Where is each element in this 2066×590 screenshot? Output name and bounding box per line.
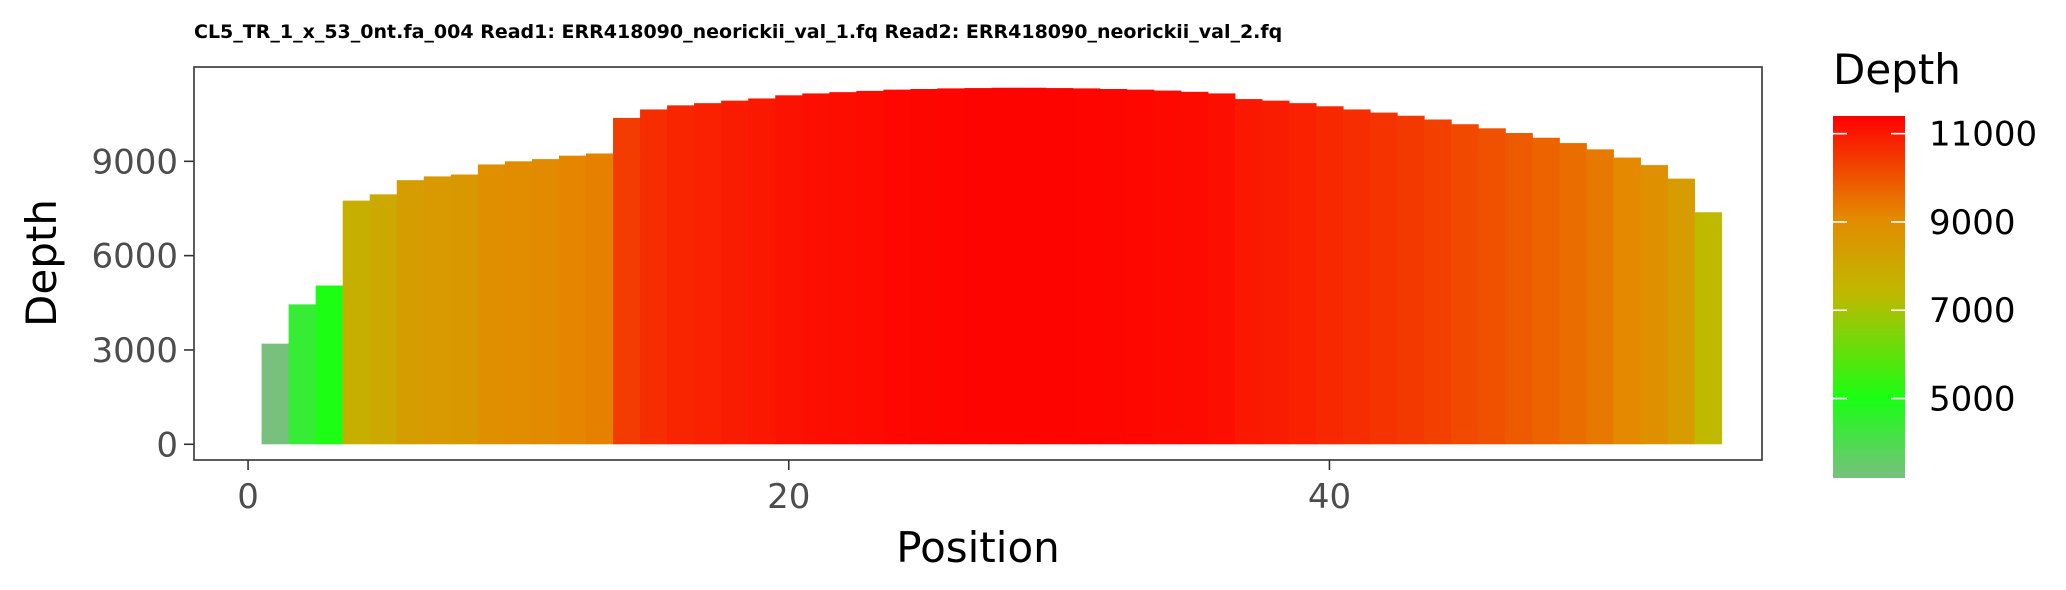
x-axis: 0 20 40 <box>237 460 1351 517</box>
bar <box>991 87 1020 445</box>
y-tick-label: 6000 <box>91 237 178 277</box>
bar <box>477 164 506 445</box>
bar <box>1640 165 1668 445</box>
legend-ticks: 5000 7000 9000 11000 <box>1833 115 2037 420</box>
bar <box>1505 133 1533 445</box>
legend-tick-label: 11000 <box>1929 115 2037 155</box>
bar <box>937 88 966 445</box>
bar <box>1667 178 1696 445</box>
bar <box>1613 157 1641 445</box>
x-axis-title: Position <box>896 523 1060 572</box>
bar <box>1370 112 1398 445</box>
bar <box>829 92 857 445</box>
bar <box>1207 93 1236 445</box>
y-tick-label: 3000 <box>91 331 178 371</box>
bar <box>1045 88 1074 445</box>
bar <box>261 343 290 445</box>
bar <box>288 304 317 445</box>
bar <box>1126 89 1155 445</box>
bar <box>694 103 722 445</box>
bar <box>802 93 830 445</box>
bar <box>1586 149 1614 445</box>
bar <box>613 117 641 445</box>
x-tick-label: 40 <box>1308 477 1351 517</box>
bar <box>910 89 939 445</box>
bar <box>1234 99 1263 445</box>
y-axis-title: Depth <box>17 199 66 327</box>
bar <box>1451 124 1479 445</box>
legend-tick-label: 9000 <box>1929 203 2016 243</box>
bar <box>369 194 398 445</box>
bar <box>1559 143 1587 445</box>
y-axis: 0 3000 6000 9000 <box>91 142 194 465</box>
bar <box>856 90 884 445</box>
bar <box>1694 212 1723 445</box>
legend-colorbar <box>1833 116 1905 478</box>
bar <box>640 109 668 445</box>
bar <box>748 98 776 445</box>
bar <box>342 200 371 445</box>
plot-area <box>261 87 1723 445</box>
bar <box>721 100 749 445</box>
bar <box>667 105 695 445</box>
legend-tick-label: 5000 <box>1929 380 2016 420</box>
bar <box>775 95 803 445</box>
bar <box>1153 90 1182 445</box>
bar <box>1099 89 1128 445</box>
bar <box>450 174 479 445</box>
x-tick-label: 20 <box>767 477 810 517</box>
bar <box>883 89 912 445</box>
y-tick-label: 0 <box>156 425 178 465</box>
bar <box>1424 119 1452 445</box>
legend-title: Depth <box>1833 45 1961 94</box>
legend-tick-label: 7000 <box>1929 291 2016 331</box>
bar <box>1478 128 1506 445</box>
bar <box>1532 137 1560 445</box>
bar <box>504 161 533 445</box>
x-tick-label: 0 <box>237 477 259 517</box>
bar <box>1288 103 1317 445</box>
bar <box>1315 106 1344 445</box>
bar <box>964 88 993 445</box>
bar <box>558 155 587 445</box>
bar <box>586 153 614 445</box>
plot-border <box>193 66 1763 461</box>
bar <box>1342 109 1371 445</box>
bar <box>1072 88 1101 445</box>
bar <box>315 285 344 445</box>
bar <box>1261 100 1290 445</box>
chart-title: CL5_TR_1_x_53_0nt.fa_004 Read1: ERR41809… <box>194 21 1282 43</box>
bar <box>1397 115 1425 445</box>
bar <box>396 180 425 445</box>
bar <box>1180 91 1209 445</box>
bar <box>1018 87 1047 445</box>
y-tick-label: 9000 <box>91 142 178 182</box>
bar <box>531 159 560 445</box>
bar <box>423 176 452 445</box>
